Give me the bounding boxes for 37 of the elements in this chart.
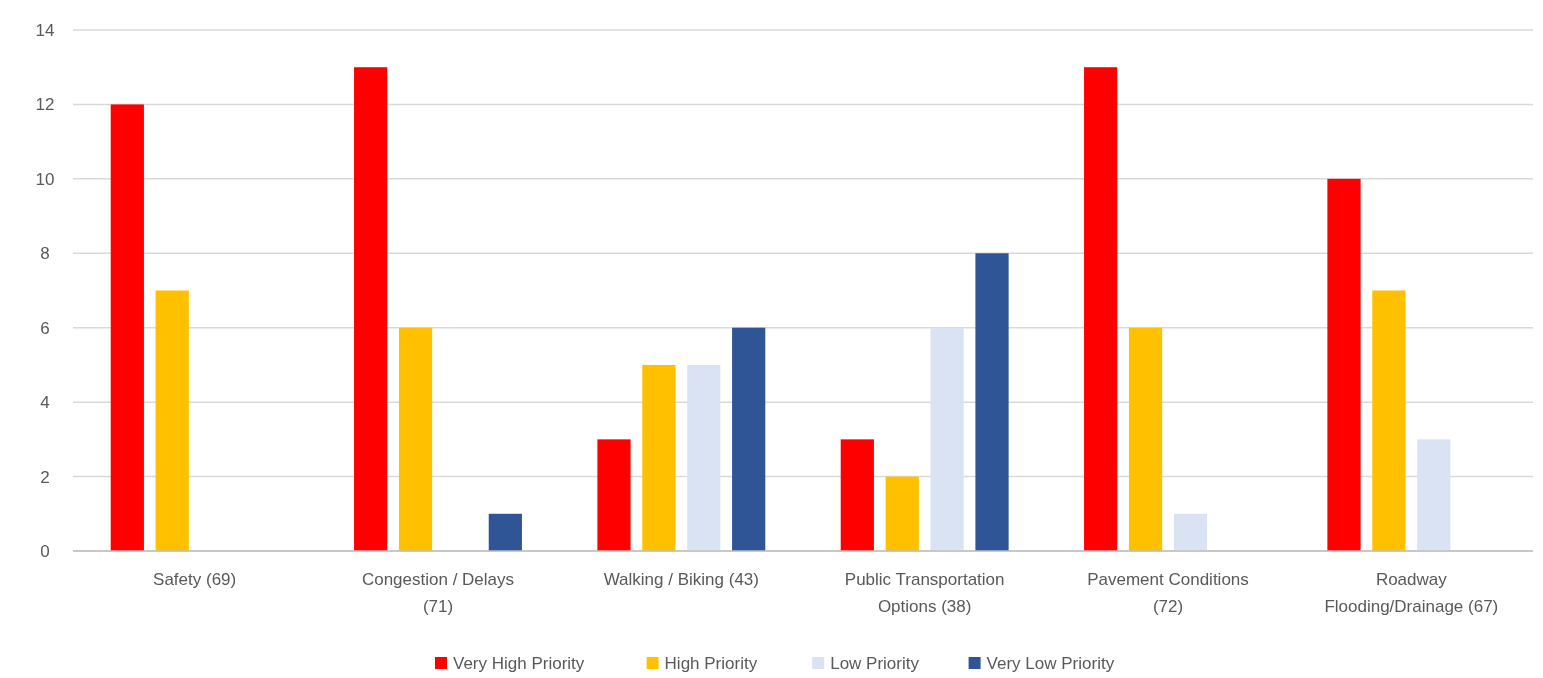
bar: [488, 513, 522, 551]
bar: [840, 439, 874, 551]
y-tick-label: 2: [40, 467, 50, 487]
bar: [155, 290, 189, 551]
bar: [1372, 290, 1406, 551]
legend-label: Very High Priority: [453, 653, 585, 673]
bar: [1417, 439, 1451, 551]
y-tick-label: 4: [40, 393, 50, 413]
bar: [930, 327, 964, 551]
legend-label: Very Low Priority: [986, 653, 1115, 673]
bar: [354, 67, 388, 551]
x-tick-label: Safety (69): [153, 570, 237, 589]
bar: [732, 327, 766, 551]
x-tick-label: Congestion / Delays (71): [361, 570, 515, 616]
y-tick-label: 8: [40, 244, 50, 264]
y-tick-label: 0: [40, 541, 50, 561]
x-tick-label: Pavement Conditions (72): [1087, 570, 1249, 616]
bar: [1327, 178, 1361, 551]
y-tick-label: 6: [40, 318, 50, 338]
x-tick-label: Public Transportation Options (38): [844, 570, 1005, 616]
bar: [1173, 513, 1208, 551]
bar: [687, 364, 721, 551]
bar: [597, 439, 631, 551]
bar: [110, 104, 144, 551]
bar: [1084, 67, 1118, 551]
y-tick-label: 14: [35, 20, 55, 40]
legend-label: Low Priority: [830, 653, 920, 673]
bar: [642, 364, 676, 551]
bar: [975, 253, 1009, 551]
bar: [398, 327, 433, 551]
x-tick-label: Roadway Flooding/Drainage (67): [1324, 570, 1499, 616]
bar: [1128, 327, 1163, 551]
bar: [885, 476, 919, 551]
y-tick-label: 10: [35, 169, 55, 189]
y-tick-label: 12: [35, 95, 55, 115]
legend-label: High Priority: [664, 653, 758, 673]
x-tick-label: Walking / Biking (43): [603, 570, 759, 589]
